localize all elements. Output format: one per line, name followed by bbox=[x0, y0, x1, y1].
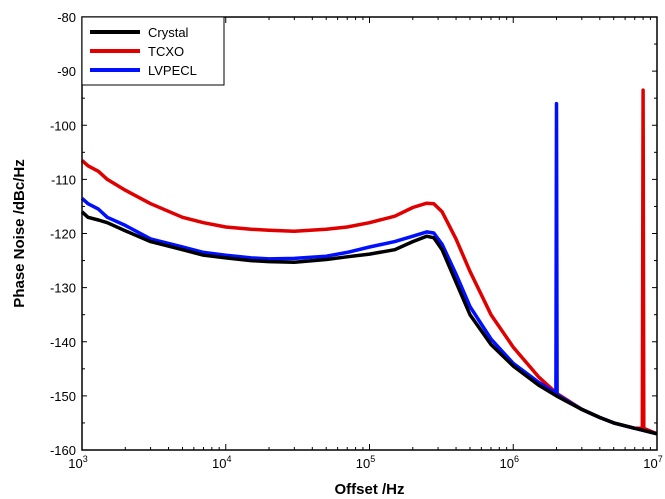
x-axis-title: Offset /Hz bbox=[334, 481, 404, 498]
x-tick-label: 107 bbox=[643, 454, 662, 471]
series-layer bbox=[80, 88, 658, 436]
legend-box bbox=[81, 16, 225, 86]
y-tick-label: -100 bbox=[50, 118, 76, 133]
series-line-crystal bbox=[80, 210, 658, 436]
legend-label-crystal: Crystal bbox=[148, 25, 189, 40]
x-tick-label: 104 bbox=[212, 454, 231, 471]
legend: Crystal TCXO LVPECL bbox=[81, 16, 225, 86]
legend-label-lvpecl: LVPECL bbox=[148, 63, 197, 78]
x-axis-ticks: 103 104 105 106 107 bbox=[68, 17, 663, 471]
y-tick-label: -120 bbox=[50, 227, 76, 242]
y-tick-label: -160 bbox=[50, 443, 76, 458]
legend-label-tcxo: TCXO bbox=[148, 44, 184, 59]
y-tick-label: -150 bbox=[50, 389, 76, 404]
y-axis-ticks: -80 -90 -100 -110 -120 -130 -140 -150 -160 bbox=[50, 10, 657, 458]
series-line-tcxo bbox=[80, 88, 658, 436]
series-line-lvpecl bbox=[80, 101, 658, 436]
y-tick-label: -90 bbox=[57, 64, 76, 79]
y-tick-label: -80 bbox=[57, 10, 76, 25]
y-tick-label: -140 bbox=[50, 335, 76, 350]
x-tick-label: 106 bbox=[500, 454, 519, 471]
x-tick-label: 105 bbox=[356, 454, 375, 471]
y-tick-label: -110 bbox=[51, 172, 76, 187]
x-tick-label: 103 bbox=[68, 454, 87, 471]
y-axis-title: Phase Noise /dBc/Hz bbox=[11, 159, 28, 307]
y-tick-label: -130 bbox=[50, 281, 76, 296]
